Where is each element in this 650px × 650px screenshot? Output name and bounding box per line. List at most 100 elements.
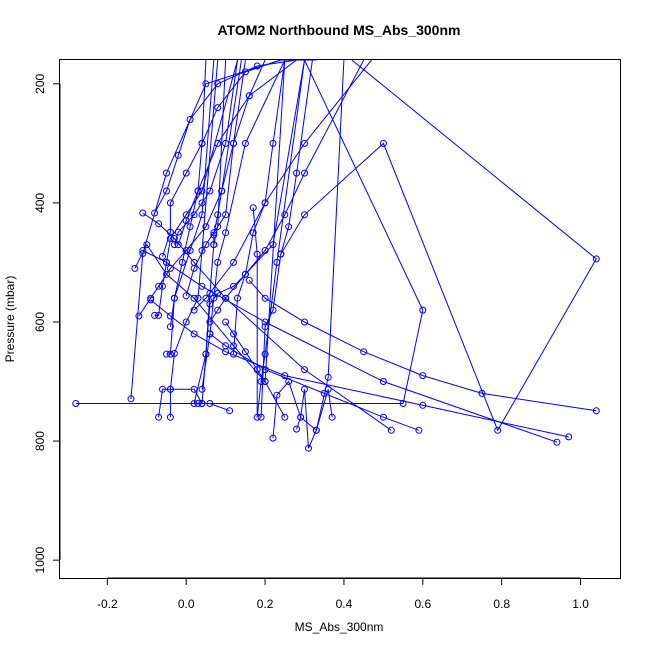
data-point	[202, 241, 210, 249]
data-point	[261, 247, 269, 254]
series-line	[150, 299, 569, 438]
data-point	[281, 211, 289, 219]
data-point	[241, 270, 249, 278]
data-point	[159, 253, 166, 260]
data-point	[198, 139, 206, 147]
data-point	[210, 294, 218, 302]
chart-title: ATOM2 Northbound MS_Abs_300nm	[218, 22, 461, 38]
data-point	[131, 264, 139, 272]
data-point	[206, 289, 214, 297]
series-line	[130, 60, 317, 399]
x-tick-label: 0.6	[414, 597, 431, 611]
data-point	[494, 426, 502, 434]
data-point	[249, 229, 257, 237]
data-point	[253, 413, 261, 421]
data-point	[312, 426, 320, 434]
y-tick-label: 800	[33, 431, 47, 451]
data-point	[190, 264, 198, 272]
data-point	[166, 199, 174, 207]
data-point	[214, 139, 222, 147]
data-point	[139, 209, 147, 217]
data-point	[565, 433, 573, 441]
series-line	[158, 388, 230, 418]
data-point	[379, 139, 387, 147]
data-point	[198, 385, 206, 393]
series-1	[72, 60, 427, 407]
data-point	[222, 294, 230, 302]
data-point	[419, 306, 427, 314]
series-line	[169, 60, 207, 327]
series-30	[206, 330, 423, 434]
data-point	[182, 169, 190, 177]
data-point	[174, 241, 182, 249]
data-point	[285, 378, 293, 385]
data-point	[206, 187, 214, 195]
data-point	[159, 282, 166, 290]
series-11	[159, 60, 281, 260]
data-point	[293, 425, 301, 433]
plot-area	[59, 59, 621, 579]
data-point	[174, 151, 182, 159]
data-point	[301, 385, 308, 393]
data-point	[281, 413, 289, 421]
data-point	[214, 223, 222, 231]
data-point	[324, 373, 332, 381]
data-point	[159, 385, 166, 393]
data-point	[151, 209, 159, 217]
data-point	[222, 139, 230, 147]
data-point	[198, 400, 206, 407]
data-point	[166, 228, 174, 236]
series-layer	[72, 60, 600, 452]
x-tick-label: 1.0	[572, 597, 589, 611]
series-line	[154, 60, 238, 316]
data-point	[257, 378, 265, 385]
series-line	[272, 380, 333, 439]
data-point	[277, 250, 285, 258]
data-point	[214, 211, 222, 219]
data-point	[269, 434, 277, 442]
data-point	[419, 372, 427, 380]
data-point	[155, 220, 163, 228]
x-tick-label: 0.4	[336, 597, 353, 611]
series-13	[166, 60, 219, 421]
series-14	[166, 60, 207, 331]
data-point	[178, 258, 186, 266]
series-line	[142, 250, 558, 443]
data-point	[170, 294, 178, 302]
data-point	[206, 330, 214, 338]
data-point	[273, 391, 281, 399]
data-point	[222, 342, 230, 350]
data-point	[301, 318, 308, 326]
y-tick-label: 1000	[33, 546, 47, 573]
data-point	[261, 366, 269, 374]
data-point	[202, 223, 210, 231]
data-point	[253, 250, 261, 258]
x-tick-label: 0.2	[257, 597, 274, 611]
data-point	[155, 282, 163, 290]
data-point	[241, 68, 249, 76]
data-point	[222, 318, 230, 326]
series-line	[177, 60, 297, 245]
series-21	[210, 60, 266, 249]
data-point	[163, 350, 170, 358]
data-point	[190, 306, 198, 314]
data-point	[182, 217, 190, 225]
data-point	[293, 169, 301, 177]
data-point	[222, 229, 230, 237]
data-point	[170, 350, 178, 357]
x-tick-label: -0.2	[97, 597, 118, 611]
data-point	[210, 231, 218, 239]
data-point	[281, 372, 289, 380]
series-22	[222, 60, 286, 385]
series-8	[151, 60, 297, 217]
series-line	[166, 60, 215, 355]
series-line	[209, 60, 365, 323]
y-axis-label: Pressure (mbar)	[3, 276, 17, 363]
data-point	[285, 223, 293, 231]
data-point	[592, 255, 600, 263]
data-point	[592, 407, 600, 415]
data-point	[214, 258, 222, 266]
data-point	[163, 187, 170, 195]
data-point	[297, 413, 305, 421]
